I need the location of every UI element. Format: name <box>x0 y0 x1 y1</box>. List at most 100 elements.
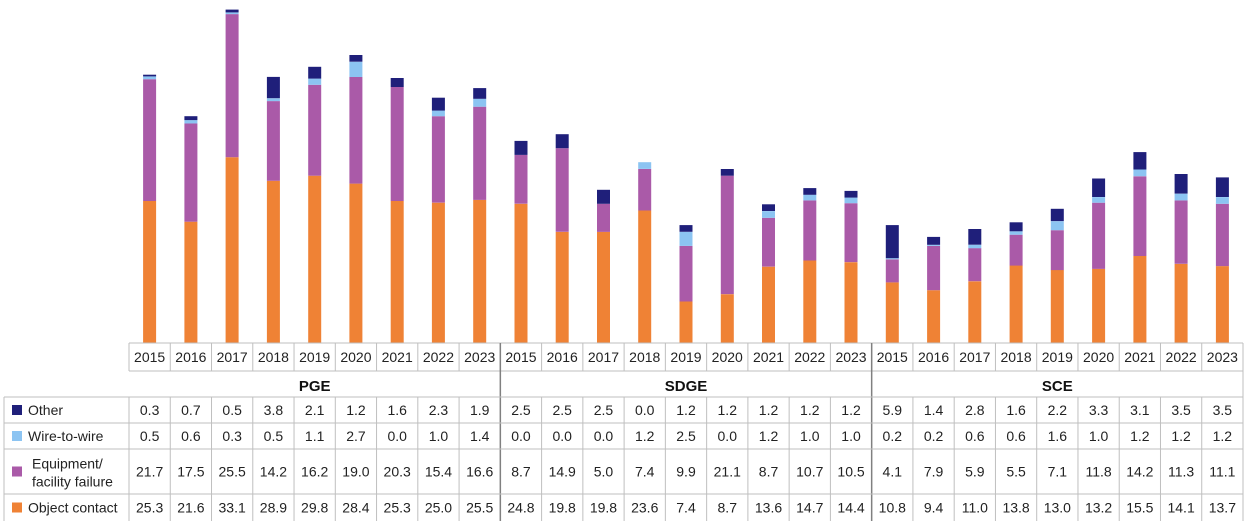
data-label-wire-to-wire-pge-2018: 0.5 <box>264 428 284 444</box>
year-tick-sdge-2017: 2017 <box>588 349 619 365</box>
bar-sce-2015-other <box>885 225 899 259</box>
data-label-other-sce-2020: 3.3 <box>1089 402 1109 418</box>
data-label-equipment-facility-failure-sdge-2016: 14.9 <box>549 464 576 480</box>
data-label-wire-to-wire-pge-2019: 1.1 <box>305 428 325 444</box>
data-label-other-sdge-2021: 1.2 <box>759 402 779 418</box>
data-label-object-contact-sdge-2017: 19.8 <box>590 500 617 516</box>
data-label-other-sce-2016: 1.4 <box>924 402 944 418</box>
bar-sdge-2020-object-contact <box>720 294 734 343</box>
bar-sdge-2021-wire-to-wire <box>762 211 775 218</box>
data-label-wire-to-wire-pge-2020: 2.7 <box>346 428 366 444</box>
bar-sdge-2018-object-contact <box>638 210 652 343</box>
data-label-wire-to-wire-sdge-2017: 0.0 <box>594 428 614 444</box>
data-label-equipment-facility-failure-pge-2023: 16.6 <box>466 464 493 480</box>
data-label-equipment-facility-failure-sce-2016: 7.9 <box>924 464 944 480</box>
bar-sce-2021-object-contact <box>1133 256 1147 343</box>
data-label-other-pge-2015: 0.3 <box>140 402 160 418</box>
data-label-wire-to-wire-pge-2023: 1.4 <box>470 428 490 444</box>
data-label-wire-to-wire-sdge-2023: 1.0 <box>841 428 861 444</box>
year-tick-sdge-2015: 2015 <box>505 349 536 365</box>
data-label-wire-to-wire-sdge-2016: 0.0 <box>552 428 572 444</box>
bar-sce-2020-other <box>1092 178 1106 197</box>
year-tick-sdge-2021: 2021 <box>753 349 784 365</box>
bar-sce-2020-equipment-facility-failure <box>1092 202 1106 269</box>
data-label-other-sce-2018: 1.6 <box>1006 402 1026 418</box>
year-tick-sce-2021: 2021 <box>1124 349 1155 365</box>
bar-sdge-2017-object-contact <box>597 231 610 343</box>
data-label-object-contact-sce-2020: 13.2 <box>1085 500 1112 516</box>
bar-sce-2023-other <box>1215 177 1229 197</box>
bar-sdge-2020-equipment-facility-failure <box>720 175 734 295</box>
data-label-equipment-facility-failure-sdge-2017: 5.0 <box>594 464 614 480</box>
bar-pge-2023-other <box>473 88 487 99</box>
data-label-equipment-facility-failure-pge-2021: 20.3 <box>384 464 411 480</box>
data-label-equipment-facility-failure-sdge-2015: 8.7 <box>511 464 531 480</box>
data-label-wire-to-wire-sce-2020: 1.0 <box>1089 428 1109 444</box>
bar-sdge-2016-other <box>555 134 569 149</box>
bar-pge-2021-other <box>390 78 404 87</box>
year-tick-pge-2022: 2022 <box>423 349 454 365</box>
bars-layer <box>143 9 1229 343</box>
data-label-object-contact-sdge-2020: 8.7 <box>718 500 738 516</box>
data-label-object-contact-sdge-2016: 19.8 <box>549 500 576 516</box>
data-label-object-contact-pge-2021: 25.3 <box>384 500 411 516</box>
legend-label-wire-to-wire: Wire-to-wire <box>28 428 104 444</box>
data-label-object-contact-pge-2019: 29.8 <box>301 500 328 516</box>
group-label-pge: PGE <box>299 378 331 395</box>
year-tick-sce-2019: 2019 <box>1042 349 1073 365</box>
bar-pge-2015-other <box>143 74 157 77</box>
bar-sce-2018-equipment-facility-failure <box>1009 234 1023 266</box>
data-label-equipment-facility-failure-sce-2022: 11.3 <box>1168 464 1194 480</box>
data-table: 2015 2016 2017 2018 2019 2020 2021 2022 2023 2015… <box>3 342 1244 521</box>
bar-sdge-2023-other <box>844 190 858 198</box>
bar-sce-2021-other <box>1133 152 1147 170</box>
data-label-other-sdge-2015: 2.5 <box>511 402 531 418</box>
data-label-other-sce-2021: 3.1 <box>1130 402 1150 418</box>
bar-pge-2015-equipment-facility-failure <box>143 79 157 201</box>
data-label-object-contact-sce-2018: 13.8 <box>1002 500 1029 516</box>
data-label-equipment-facility-failure-sce-2018: 5.5 <box>1006 464 1026 480</box>
data-label-object-contact-sce-2016: 9.4 <box>924 500 944 516</box>
bar-sdge-2018-equipment-facility-failure <box>638 169 652 211</box>
data-label-wire-to-wire-pge-2015: 0.5 <box>140 428 160 444</box>
data-label-wire-to-wire-pge-2022: 1.0 <box>429 428 449 444</box>
bar-sdge-2021-object-contact <box>762 266 775 343</box>
bar-sdge-2016-equipment-facility-failure <box>555 148 569 232</box>
bar-sce-2020-object-contact <box>1092 268 1106 343</box>
legend-swatch-object-contact <box>12 502 22 513</box>
data-label-other-pge-2018: 3.8 <box>264 402 284 418</box>
bar-sce-2018-object-contact <box>1009 265 1023 343</box>
bar-sce-2020-wire-to-wire <box>1092 197 1106 203</box>
data-label-object-contact-pge-2020: 28.4 <box>342 500 369 516</box>
bar-sce-2023-object-contact <box>1215 266 1229 343</box>
bar-sce-2017-other <box>968 229 982 245</box>
year-tick-sce-2022: 2022 <box>1166 349 1197 365</box>
data-label-wire-to-wire-sdge-2022: 1.0 <box>800 428 820 444</box>
bar-pge-2022-object-contact <box>431 202 445 343</box>
year-tick-sce-2018: 2018 <box>1000 349 1031 365</box>
data-label-equipment-facility-failure-sdge-2019: 9.9 <box>676 464 696 480</box>
bar-pge-2022-other <box>431 97 445 111</box>
bar-pge-2023-equipment-facility-failure <box>473 106 487 200</box>
group-label-sce: SCE <box>1042 378 1073 395</box>
data-label-object-contact-sce-2019: 13.0 <box>1044 500 1071 516</box>
data-label-wire-to-wire-sce-2021: 1.2 <box>1130 428 1150 444</box>
bar-pge-2017-other <box>225 9 239 13</box>
data-label-object-contact-pge-2023: 25.5 <box>466 500 493 516</box>
data-label-equipment-facility-failure-sdge-2020: 21.1 <box>714 464 741 480</box>
legend-label-object-contact: Object contact <box>28 500 118 516</box>
legend-label-other: Other <box>28 402 63 418</box>
bar-sdge-2020-other <box>720 169 734 176</box>
bar-sdge-2017-other <box>597 189 610 204</box>
bar-pge-2016-equipment-facility-failure <box>184 123 198 222</box>
data-label-other-pge-2019: 2.1 <box>305 402 325 418</box>
bar-sce-2016-other <box>927 236 941 245</box>
data-label-equipment-facility-failure-sce-2021: 14.2 <box>1126 464 1153 480</box>
data-label-wire-to-wire-sce-2016: 0.2 <box>924 428 944 444</box>
data-label-other-sce-2023: 3.5 <box>1213 402 1233 418</box>
data-label-object-contact-sdge-2015: 24.8 <box>507 500 534 516</box>
bar-sdge-2019-other <box>679 225 693 232</box>
year-tick-sce-2016: 2016 <box>918 349 949 365</box>
bar-sdge-2023-wire-to-wire <box>844 197 858 204</box>
